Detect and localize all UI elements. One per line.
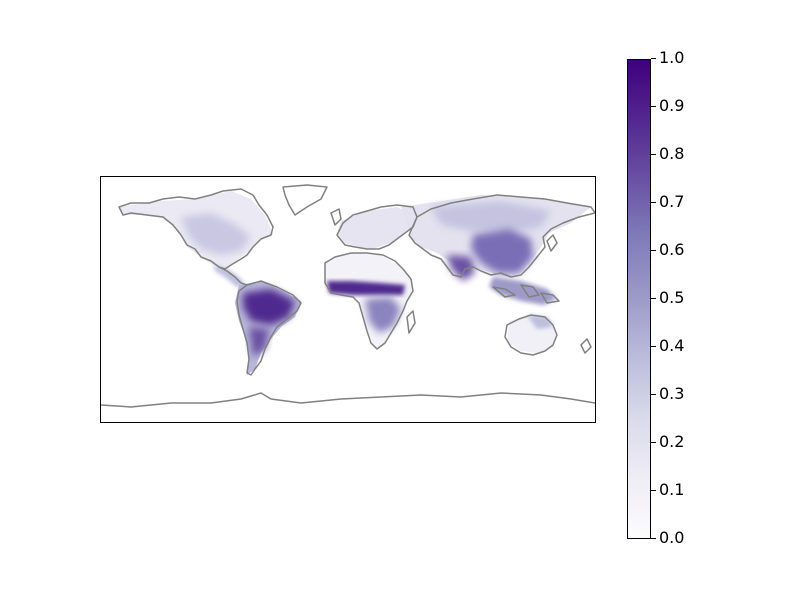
colorbar-tick-label: 0.1: [659, 480, 685, 499]
coast-central-america: [218, 266, 248, 286]
colorbar-tick-label: 0.9: [659, 96, 685, 115]
shade-amazon: [243, 289, 295, 325]
colorbar-tick-label: 0.4: [659, 336, 685, 355]
colorbar-tick-label: 0.6: [659, 240, 685, 259]
coastlines: [101, 184, 595, 408]
colorbar-tick: [651, 490, 656, 491]
shade-south-asia: [447, 255, 475, 281]
colorbar-tick: [651, 298, 656, 299]
colorbar-tick-label: 0.5: [659, 288, 685, 307]
colorbar-tick: [651, 154, 656, 155]
coast-north-america: [118, 188, 274, 270]
shade-south-america-south: [249, 327, 269, 357]
colorbar-tick: [651, 346, 656, 347]
coast-uk: [330, 208, 342, 226]
colorbar-tick: [651, 202, 656, 203]
shade-siberia: [431, 201, 551, 233]
shade-central-africa: [365, 297, 401, 333]
colorbar-tick-label: 0.3: [659, 384, 685, 403]
shade-sahel: [327, 281, 405, 295]
world-map: [100, 176, 596, 423]
shade-central-america: [213, 265, 245, 287]
coast-japan: [546, 234, 558, 252]
coast-africa: [324, 252, 414, 350]
colorbar-tick-label: 0.7: [659, 192, 685, 211]
colorbar-tick: [651, 58, 656, 59]
colorbar-tick: [651, 538, 656, 539]
shade-east-asia: [471, 229, 533, 273]
shade-se-asia: [489, 277, 557, 305]
value-field: [119, 191, 591, 375]
colorbar: [627, 59, 651, 539]
colorbar-tick-label: 1.0: [659, 48, 685, 67]
coast-madagascar: [406, 310, 416, 334]
colorbar-tick: [651, 394, 656, 395]
coast-asia: [408, 194, 595, 278]
colorbar-tick-label: 0.8: [659, 144, 685, 163]
coast-australia: [504, 314, 558, 356]
shade-north-america-mid: [181, 213, 251, 255]
coast-greenland: [282, 184, 328, 216]
colorbar-tick: [651, 442, 656, 443]
colorbar-tick-label: 0.2: [659, 432, 685, 451]
coast-se-asia-islands: [492, 284, 560, 304]
coast-south-america: [236, 280, 302, 376]
colorbar-tick-label: 0.0: [659, 528, 685, 547]
colorbar-tick: [651, 250, 656, 251]
coast-antarctica: [101, 392, 595, 408]
shade-europe: [337, 207, 413, 249]
map-svg: [101, 184, 595, 408]
colorbar-tick: [651, 106, 656, 107]
coast-new-zealand: [580, 338, 592, 354]
